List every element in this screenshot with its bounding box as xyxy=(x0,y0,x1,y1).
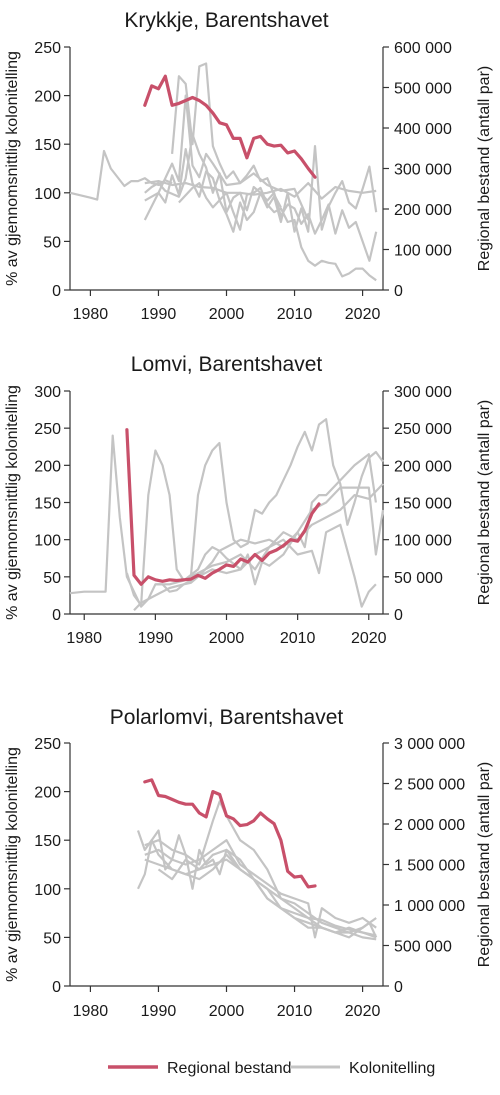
x-tick-label: 2020 xyxy=(351,630,387,647)
y-left-axis-title: % av gjennomsnittlig kolonitelling xyxy=(4,385,21,620)
y-right-tick-label: 250 000 xyxy=(394,421,452,438)
chart-panel-3: Polarlomvi, Barentshavet 0 50 100 150 200 250 0… xyxy=(4,706,493,1020)
colony-series-line-6 xyxy=(157,848,377,937)
y-right-tick-label: 2 500 000 xyxy=(394,777,465,794)
y-right-tick-label: 300 000 xyxy=(394,384,452,401)
y-right-tick-label: 2 000 000 xyxy=(394,817,465,834)
y-right-tick-label: 0 xyxy=(394,283,403,300)
y-left-tick-label: 50 xyxy=(43,234,61,251)
y-right-tick-label: 0 xyxy=(394,607,403,624)
x-tick-label: 2010 xyxy=(280,630,316,647)
x-tick-label: 1980 xyxy=(73,306,109,323)
y-left-tick-label: 250 xyxy=(34,421,61,438)
y-left-axis-title: % av gjennomsnittlig kolonitelling xyxy=(4,747,21,982)
chart-title: Krykkje, Barentshavet xyxy=(124,9,328,32)
legend-label-colony: Kolonitelling xyxy=(349,1060,435,1077)
colony-series-line-4 xyxy=(144,858,378,938)
y-right-tick-label: 0 xyxy=(394,979,403,996)
y-right-tick-label: 1 500 000 xyxy=(394,858,465,875)
colony-series-line-5 xyxy=(144,839,377,939)
legend: Regional bestand Kolonitelling xyxy=(108,1060,435,1077)
y-right-tick-label: 50 000 xyxy=(394,570,443,587)
x-tick-label: 2020 xyxy=(345,306,381,323)
chart-title: Lomvi, Barentshavet xyxy=(131,353,323,376)
y-right-tick-label: 200 000 xyxy=(394,458,452,475)
colony-series-line-1 xyxy=(69,434,385,608)
colony-series-line-7 xyxy=(144,145,378,233)
chart-panel-1: Krykkje, Barentshavet 0 50 100 150 200 250 0 100… xyxy=(4,9,493,323)
x-tick-label: 1980 xyxy=(66,630,102,647)
regional-series-line xyxy=(125,428,321,586)
colony-series-line-5 xyxy=(183,483,384,582)
x-tick-label: 2010 xyxy=(277,1003,313,1020)
y-left-tick-label: 200 xyxy=(34,785,61,802)
y-right-tick-label: 1 000 000 xyxy=(394,898,465,915)
legend-label-regional: Regional bestand xyxy=(167,1060,292,1077)
y-right-tick-label: 300 000 xyxy=(394,162,452,179)
y-left-tick-label: 100 xyxy=(34,186,61,203)
colony-series-line-4 xyxy=(155,453,377,586)
y-left-tick-label: 300 xyxy=(34,384,61,401)
charts-group: Krykkje, Barentshavet 0 50 100 150 200 250 0 100… xyxy=(4,9,493,1020)
y-left-axis-title: % av gjennomsnittlig kolonitelling xyxy=(4,51,21,286)
y-left-tick-label: 150 xyxy=(34,137,61,154)
regional-series-line xyxy=(143,778,317,889)
y-left-tick-label: 100 xyxy=(34,533,61,550)
colony-series-line-2 xyxy=(125,418,384,607)
x-tick-label: 1990 xyxy=(141,1003,177,1020)
x-tick-label: 1990 xyxy=(141,306,177,323)
y-left-tick-label: 0 xyxy=(52,979,61,996)
y-left-tick-label: 100 xyxy=(34,882,61,899)
y-left-tick-label: 250 xyxy=(34,736,61,753)
y-left-tick-label: 0 xyxy=(52,283,61,300)
y-left-tick-label: 0 xyxy=(52,607,61,624)
y-left-tick-label: 50 xyxy=(43,570,61,587)
x-tick-label: 2000 xyxy=(209,306,245,323)
chart-title: Polarlomvi, Barentshavet xyxy=(110,706,344,729)
y-left-tick-label: 150 xyxy=(34,496,61,513)
y-right-tick-label: 200 000 xyxy=(394,202,452,219)
y-right-tick-label: 400 000 xyxy=(394,121,452,138)
y-left-tick-label: 150 xyxy=(34,833,61,850)
y-right-tick-label: 100 000 xyxy=(394,243,452,260)
x-tick-label: 2000 xyxy=(209,630,245,647)
y-right-tick-label: 500 000 xyxy=(394,939,452,956)
colony-series-line-1 xyxy=(69,149,173,201)
y-right-tick-label: 100 000 xyxy=(394,533,452,550)
y-left-tick-label: 50 xyxy=(43,930,61,947)
x-tick-label: 2020 xyxy=(345,1003,381,1020)
x-tick-label: 1990 xyxy=(138,630,174,647)
y-right-axis-title: Regional bestand (antall par) xyxy=(476,66,493,271)
chart-panel-2: Lomvi, Barentshavet 0 50 100 150 200 250 300 0 50… xyxy=(4,353,493,647)
y-left-tick-label: 250 xyxy=(34,40,61,57)
x-tick-label: 1980 xyxy=(73,1003,109,1020)
x-tick-label: 2000 xyxy=(209,1003,245,1020)
colony-series-line-3 xyxy=(144,800,377,939)
x-tick-label: 2010 xyxy=(277,306,313,323)
y-right-tick-label: 500 000 xyxy=(394,81,452,98)
y-right-axis-title: Regional bestand (antall par) xyxy=(476,400,493,605)
y-right-axis-title: Regional bestand (antall par) xyxy=(476,762,493,967)
colony-series-line-4 xyxy=(144,133,378,262)
regional-series-line xyxy=(143,74,317,179)
y-left-tick-label: 200 xyxy=(34,458,61,475)
y-right-tick-label: 150 000 xyxy=(394,496,452,513)
colony-series-line-3 xyxy=(143,94,310,221)
y-right-tick-label: 600 000 xyxy=(394,40,452,57)
y-right-tick-label: 3 000 000 xyxy=(394,736,465,753)
y-left-tick-label: 200 xyxy=(34,89,61,106)
